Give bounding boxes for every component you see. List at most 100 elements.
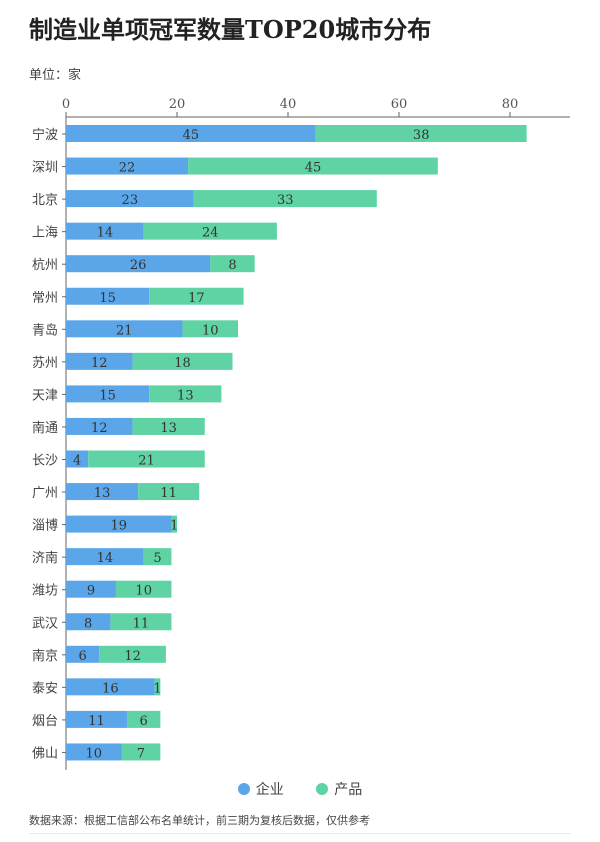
bar-product xyxy=(210,255,255,273)
data-label: 24 xyxy=(202,226,219,241)
data-label: 8 xyxy=(84,616,92,631)
data-label: 11 xyxy=(160,486,177,501)
data-label: 14 xyxy=(97,226,114,241)
category-label: 潍坊 xyxy=(32,584,58,599)
legend-item-product[interactable]: 产品 xyxy=(316,779,362,799)
x-tick-label: 60 xyxy=(391,97,408,112)
category-label: 北京 xyxy=(32,193,58,208)
data-label: 17 xyxy=(188,291,205,306)
data-label: 38 xyxy=(413,128,430,143)
bar-product xyxy=(115,580,172,598)
data-label: 9 xyxy=(87,584,95,599)
data-label: 5 xyxy=(153,551,161,566)
category-label: 南京 xyxy=(32,648,58,664)
bar-enterprise xyxy=(66,548,144,566)
bar-product xyxy=(193,190,377,208)
data-label: 7 xyxy=(137,746,145,761)
legend-label: 产品 xyxy=(334,782,363,798)
data-label: 10 xyxy=(85,746,102,761)
bar-product xyxy=(110,613,172,631)
chart-title: 制造业单项冠军数量TOP20城市分布 xyxy=(29,15,432,44)
bar-product xyxy=(99,645,166,663)
bar-enterprise xyxy=(66,125,316,142)
category-label: 上海 xyxy=(32,226,58,241)
legend-dot xyxy=(237,783,250,795)
bar-enterprise xyxy=(66,320,183,338)
data-label: 11 xyxy=(133,616,150,631)
bar-enterprise xyxy=(66,287,150,305)
bar-enterprise xyxy=(66,613,111,631)
data-label: 8 xyxy=(228,258,236,273)
category-label: 宁波 xyxy=(32,127,58,143)
bar-enterprise xyxy=(66,580,116,598)
data-label: 26 xyxy=(130,258,147,273)
bar-enterprise xyxy=(66,352,133,370)
bar-enterprise xyxy=(66,483,139,501)
data-label: 12 xyxy=(124,649,141,664)
bar-product xyxy=(315,125,527,142)
data-label: 13 xyxy=(94,486,111,501)
category-label: 青岛 xyxy=(32,322,58,338)
category-label: 淄博 xyxy=(32,519,58,534)
bar-enterprise xyxy=(66,743,122,761)
bar-enterprise xyxy=(66,157,189,175)
bar-enterprise xyxy=(66,710,128,728)
bar-product xyxy=(188,157,438,175)
bar-enterprise xyxy=(66,678,155,696)
bar-enterprise xyxy=(66,255,211,273)
bar-product xyxy=(138,483,200,501)
bar-enterprise xyxy=(66,190,194,208)
category-label: 天津 xyxy=(32,388,58,403)
data-label: 18 xyxy=(174,356,191,371)
data-label: 4 xyxy=(73,454,81,469)
category-label: 常州 xyxy=(32,291,58,306)
bar-product xyxy=(127,710,161,728)
category-label: 苏州 xyxy=(32,355,58,371)
bar-product xyxy=(149,287,244,305)
data-label: 10 xyxy=(202,323,219,338)
bar-enterprise xyxy=(66,450,89,468)
bar-product xyxy=(171,515,177,533)
data-label: 45 xyxy=(305,161,322,176)
data-label: 45 xyxy=(183,128,200,143)
bar-product xyxy=(121,743,161,761)
x-tick-label: 0 xyxy=(62,97,70,112)
bar-product xyxy=(182,320,239,338)
category-label: 佛山 xyxy=(32,746,58,761)
data-label: 12 xyxy=(91,356,108,371)
category-label: 武汉 xyxy=(32,616,58,631)
data-label: 19 xyxy=(110,519,127,534)
data-label: 1 xyxy=(170,519,178,534)
category-label: 杭州 xyxy=(32,258,58,273)
bar-product xyxy=(143,548,172,566)
data-label: 6 xyxy=(140,714,148,729)
data-label: 11 xyxy=(88,714,105,729)
data-label: 33 xyxy=(277,193,294,208)
bar-enterprise xyxy=(66,385,150,403)
category-label: 广州 xyxy=(32,486,58,501)
bar-product xyxy=(149,385,222,403)
bar-product xyxy=(132,417,205,435)
data-label: 10 xyxy=(135,584,152,599)
unit-label: 单位：家 xyxy=(29,68,82,83)
legend-label: 企业 xyxy=(255,782,284,798)
x-tick-label: 40 xyxy=(280,97,297,112)
bar-enterprise xyxy=(66,222,144,240)
data-label: 15 xyxy=(99,291,116,306)
legend: 企业 产品 xyxy=(0,779,600,799)
x-tick-label: 80 xyxy=(502,97,519,112)
data-label: 1 xyxy=(153,681,161,696)
data-label: 12 xyxy=(91,421,108,436)
bar-product xyxy=(154,678,161,696)
x-tick-label: 20 xyxy=(169,97,186,112)
bar-enterprise xyxy=(66,417,133,435)
bar-product xyxy=(132,352,233,370)
data-label: 13 xyxy=(160,421,177,436)
legend-item-enterprise[interactable]: 企业 xyxy=(237,779,284,799)
data-label: 21 xyxy=(116,323,133,338)
data-label: 22 xyxy=(119,161,136,176)
data-label: 13 xyxy=(177,388,194,403)
data-label: 15 xyxy=(99,388,116,403)
